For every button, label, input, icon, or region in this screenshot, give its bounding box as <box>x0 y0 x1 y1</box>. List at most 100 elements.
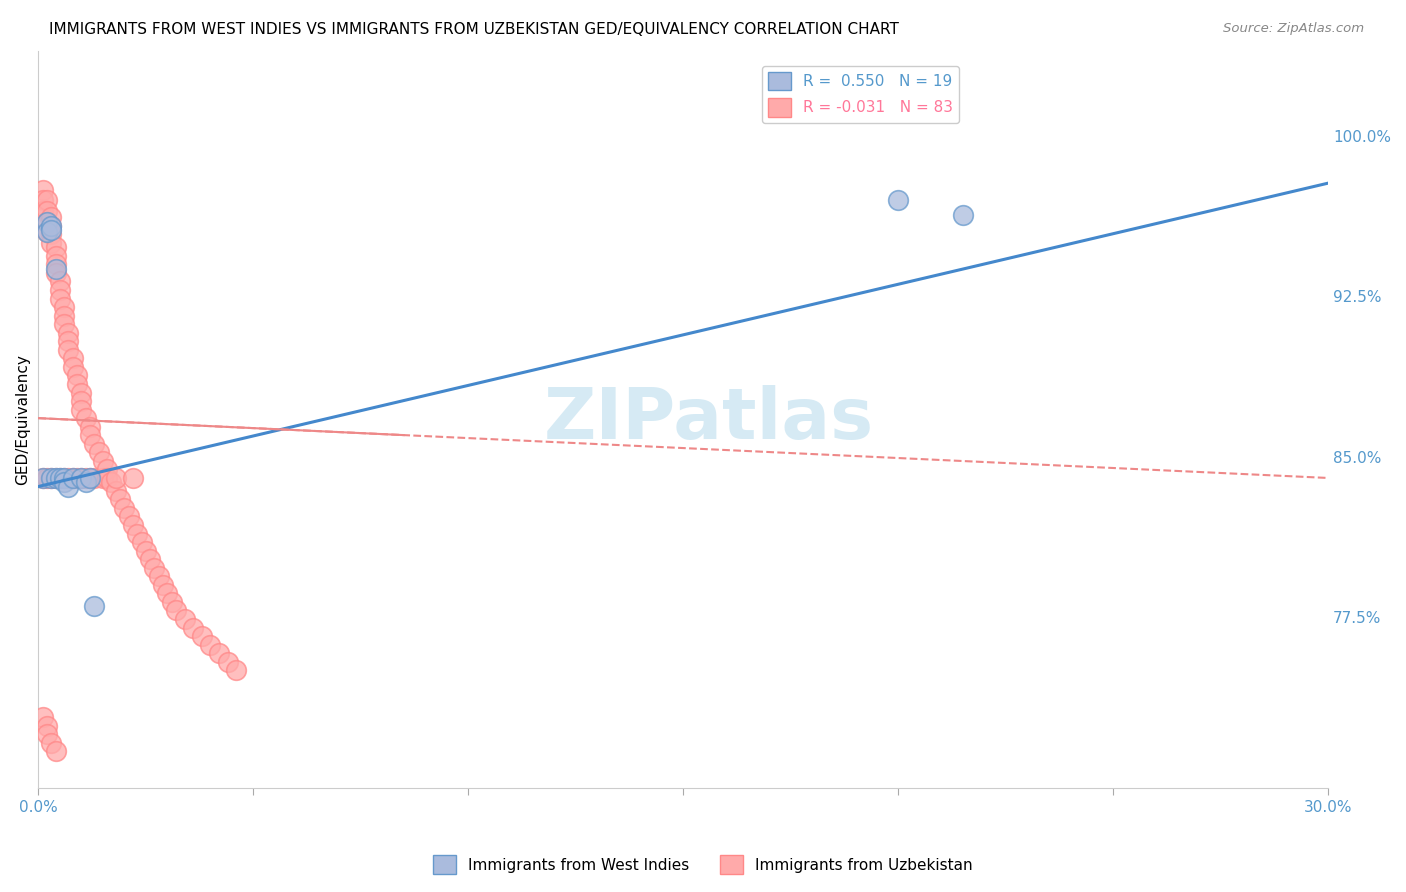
Point <box>31 182 53 196</box>
Point <box>96 462 118 476</box>
Point <box>952 208 974 222</box>
Point <box>35 471 58 485</box>
Point <box>62 351 84 366</box>
Point <box>87 445 110 459</box>
Point <box>131 535 153 549</box>
Text: ZIPatlas: ZIPatlas <box>544 384 875 454</box>
Y-axis label: GED/Equivalency: GED/Equivalency <box>15 354 30 484</box>
Point <box>100 475 122 490</box>
Point <box>31 471 53 485</box>
Point <box>79 471 101 485</box>
Point <box>35 727 58 741</box>
Point <box>112 500 135 515</box>
Point <box>70 394 93 409</box>
Point <box>160 595 183 609</box>
Point <box>127 526 149 541</box>
Point <box>173 612 195 626</box>
Point <box>75 475 97 490</box>
Text: Source: ZipAtlas.com: Source: ZipAtlas.com <box>1223 22 1364 36</box>
Point <box>31 203 53 218</box>
Point <box>31 710 53 724</box>
Point <box>53 471 76 485</box>
Point <box>143 560 166 574</box>
Point <box>66 368 89 383</box>
Point <box>44 471 66 485</box>
Point <box>122 518 145 533</box>
Legend: R =  0.550   N = 19, R = -0.031   N = 83: R = 0.550 N = 19, R = -0.031 N = 83 <box>762 66 959 123</box>
Point <box>53 471 76 485</box>
Point <box>44 266 66 280</box>
Point <box>58 343 80 357</box>
Point <box>49 274 72 288</box>
Point <box>39 219 62 233</box>
Point <box>39 235 62 250</box>
Point <box>35 225 58 239</box>
Point <box>44 240 66 254</box>
Point <box>39 736 62 750</box>
Point <box>31 193 53 207</box>
Point <box>39 471 62 485</box>
Point <box>75 411 97 425</box>
Point <box>156 586 179 600</box>
Point <box>79 471 101 485</box>
Point <box>31 471 53 485</box>
Point <box>58 334 80 349</box>
Point <box>104 471 127 485</box>
Point <box>165 603 187 617</box>
Point <box>148 569 170 583</box>
Point <box>44 471 66 485</box>
Point <box>96 471 118 485</box>
Point <box>217 655 239 669</box>
Point <box>139 552 162 566</box>
Point <box>39 223 62 237</box>
Point <box>62 471 84 485</box>
Point <box>53 309 76 323</box>
Point <box>44 261 66 276</box>
Point <box>44 744 66 758</box>
Point <box>190 629 212 643</box>
Point <box>39 227 62 242</box>
Point <box>49 283 72 297</box>
Point <box>83 437 105 451</box>
Point <box>62 359 84 374</box>
Point <box>70 402 93 417</box>
Point <box>44 249 66 263</box>
Point <box>53 475 76 490</box>
Point <box>66 471 89 485</box>
Point <box>108 492 131 507</box>
Point <box>152 578 174 592</box>
Point <box>58 326 80 340</box>
Point <box>104 483 127 498</box>
Point <box>79 428 101 442</box>
Point <box>49 292 72 306</box>
Point <box>39 211 62 225</box>
Point <box>887 193 910 207</box>
Point <box>39 219 62 233</box>
Point <box>49 471 72 485</box>
Point <box>35 225 58 239</box>
Legend: Immigrants from West Indies, Immigrants from Uzbekistan: Immigrants from West Indies, Immigrants … <box>427 849 979 880</box>
Point <box>91 454 114 468</box>
Point <box>53 317 76 331</box>
Point <box>79 419 101 434</box>
Point <box>91 471 114 485</box>
Point <box>35 203 58 218</box>
Point <box>70 471 93 485</box>
Point <box>35 214 58 228</box>
Point <box>35 193 58 207</box>
Point <box>39 471 62 485</box>
Point <box>117 509 139 524</box>
Point <box>62 471 84 485</box>
Point <box>35 214 58 228</box>
Point <box>75 471 97 485</box>
Point <box>200 638 222 652</box>
Point <box>44 257 66 271</box>
Point <box>122 471 145 485</box>
Point <box>35 719 58 733</box>
Point <box>208 646 231 660</box>
Point <box>225 663 247 677</box>
Point <box>83 471 105 485</box>
Point <box>58 471 80 485</box>
Point <box>53 300 76 314</box>
Point <box>70 385 93 400</box>
